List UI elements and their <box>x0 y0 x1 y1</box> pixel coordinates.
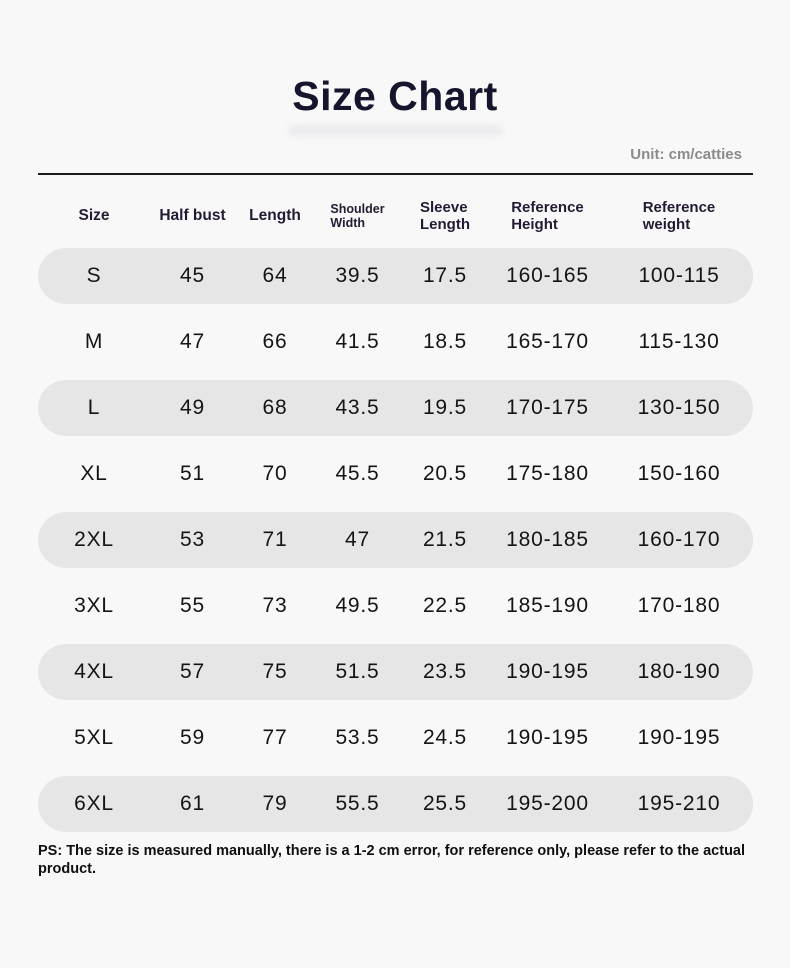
table-cell: 150-160 <box>637 461 721 485</box>
size-cell: S <box>86 263 102 287</box>
table-cell: 59 <box>180 725 205 749</box>
footnote: PS: The size is measured manually, there… <box>38 842 746 877</box>
table-cell: 22.5 <box>422 593 468 617</box>
table-row: 3XL 55 73 49.5 22.5 185-190 170-180 <box>38 578 753 634</box>
table-cell: 49 <box>180 395 205 419</box>
header-label: Size <box>78 207 110 225</box>
table-cell: 170-175 <box>506 395 589 419</box>
header-label: Reference weight <box>642 199 716 234</box>
size-cell: 3XL <box>74 593 114 617</box>
table-row: L 49 68 43.5 19.5 170-175 130-150 <box>38 379 753 436</box>
table-cell: 47 <box>180 329 205 353</box>
table-cell: 195-200 <box>506 791 589 815</box>
table-cell: 45 <box>180 263 205 287</box>
table-cell: 160-170 <box>637 527 721 551</box>
table-cell: 53.5 <box>335 725 380 749</box>
table-cell: 19.5 <box>422 395 468 419</box>
header-cell-shoulder-width: Shoulder Width <box>315 202 400 231</box>
size-cell: XL <box>80 461 108 485</box>
table-row: 4XL 57 75 51.5 23.5 190-195 180-190 <box>38 643 753 700</box>
table-row: XL 51 70 45.5 20.5 175-180 150-160 <box>38 446 753 502</box>
table-cell: 130-150 <box>637 395 721 419</box>
table-cell: 180-190 <box>637 659 721 683</box>
size-table: Size Half bust Length Shoulder Width Sle… <box>38 175 753 832</box>
header-cell-size: Size <box>38 207 150 225</box>
table-header-row: Size Half bust Length Shoulder Width Sle… <box>38 175 753 248</box>
header-cell-reference-height: Reference Height <box>490 199 605 234</box>
table-cell: 115-130 <box>638 329 720 353</box>
size-cell: L <box>87 395 101 419</box>
size-cell: 2XL <box>74 527 114 551</box>
table-cell: 23.5 <box>422 659 468 683</box>
table-cell: 49.5 <box>335 593 380 617</box>
table-cell: 17.5 <box>422 263 468 287</box>
size-cell: M <box>84 329 104 353</box>
unit-label: Unit: cm/catties <box>630 146 742 164</box>
table-cell: 57 <box>180 659 205 683</box>
table-cell: 18.5 <box>422 329 468 353</box>
header-cell-length: Length <box>235 207 315 225</box>
table-cell: 47 <box>345 527 370 551</box>
table-row: 6XL 61 79 55.5 25.5 195-200 195-210 <box>38 775 753 832</box>
table-cell: 190-195 <box>637 725 721 749</box>
table-cell: 64 <box>262 263 288 287</box>
table-cell: 73 <box>262 593 288 617</box>
table-row: 5XL 59 77 53.5 24.5 190-195 190-195 <box>38 710 753 766</box>
header-label: Shoulder Width <box>330 201 385 231</box>
table-cell: 100-115 <box>638 263 720 287</box>
header-label: Length <box>249 207 301 225</box>
size-cell: 5XL <box>74 725 114 749</box>
table-cell: 70 <box>262 461 288 485</box>
page-title: Size Chart <box>292 73 498 119</box>
table-cell: 180-185 <box>506 527 589 551</box>
table-cell: 21.5 <box>422 527 468 551</box>
header-label: Reference Height <box>511 199 584 234</box>
table-cell: 55.5 <box>335 791 380 815</box>
table-cell: 55 <box>180 593 205 617</box>
table-cell: 43.5 <box>335 395 380 419</box>
header-label: Half bust <box>159 207 226 225</box>
table-cell: 195-210 <box>637 791 721 815</box>
table-cell: 175-180 <box>506 461 589 485</box>
table-cell: 45.5 <box>335 461 380 485</box>
table-cell: 165-170 <box>506 329 589 353</box>
table-cell: 24.5 <box>422 725 468 749</box>
table-cell: 77 <box>262 725 288 749</box>
table-body: S 45 64 39.5 17.5 160-165 100-115 M 47 66 41.5 18.5… <box>38 247 753 832</box>
table-cell: 51.5 <box>335 659 380 683</box>
header-label: Sleeve Length <box>420 199 470 234</box>
table-cell: 39.5 <box>335 263 380 287</box>
table-cell: 79 <box>262 791 288 815</box>
size-cell: 4XL <box>74 659 114 683</box>
header-cell-reference-weight: Reference weight <box>605 199 753 234</box>
table-cell: 185-190 <box>506 593 589 617</box>
table-cell: 51 <box>180 461 205 485</box>
table-cell: 61 <box>180 791 205 815</box>
size-cell: 6XL <box>74 791 114 815</box>
divider-line <box>38 173 753 176</box>
table-cell: 25.5 <box>422 791 468 815</box>
table-cell: 66 <box>262 329 288 353</box>
table-cell: 170-180 <box>637 593 721 617</box>
table-row: M 47 66 41.5 18.5 165-170 115-130 <box>38 314 753 370</box>
table-row: 2XL 53 71 47 21.5 180-185 160-170 <box>38 511 753 568</box>
table-cell: 71 <box>262 527 288 551</box>
table-cell: 20.5 <box>422 461 468 485</box>
table-row: S 45 64 39.5 17.5 160-165 100-115 <box>38 247 753 304</box>
title-shadow-decoration <box>287 125 503 137</box>
header-cell-half-bust: Half bust <box>150 207 235 225</box>
table-cell: 75 <box>262 659 288 683</box>
table-cell: 160-165 <box>506 263 589 287</box>
header-cell-sleeve-length: Sleeve Length <box>400 199 490 234</box>
table-cell: 53 <box>180 527 205 551</box>
table-cell: 190-195 <box>506 725 589 749</box>
table-cell: 68 <box>262 395 288 419</box>
table-cell: 190-195 <box>506 659 589 683</box>
table-cell: 41.5 <box>335 329 380 353</box>
